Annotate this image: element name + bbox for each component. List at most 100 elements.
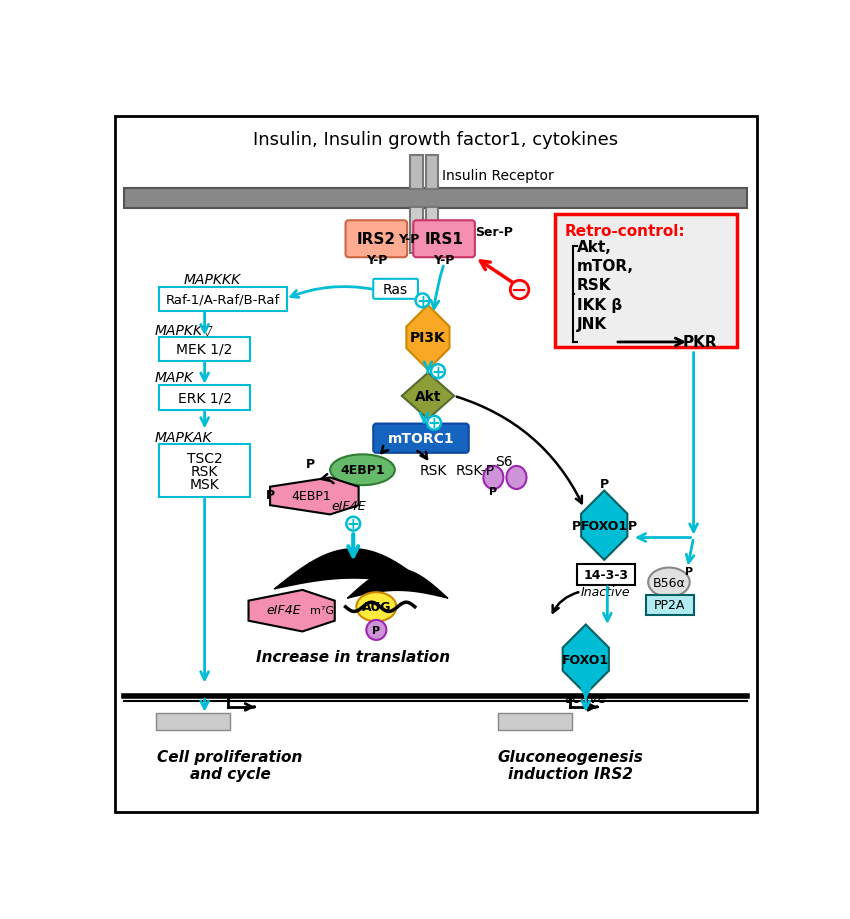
Text: Ser-P: Ser-P bbox=[475, 225, 513, 238]
Text: Akt,: Akt, bbox=[576, 240, 611, 255]
Text: RSK: RSK bbox=[576, 278, 611, 293]
FancyBboxPatch shape bbox=[124, 188, 747, 209]
FancyBboxPatch shape bbox=[156, 713, 230, 731]
Text: P: P bbox=[685, 567, 693, 577]
Text: +: + bbox=[347, 516, 360, 531]
FancyBboxPatch shape bbox=[413, 221, 475, 258]
Text: FOXO1: FOXO1 bbox=[581, 519, 628, 532]
Text: IKK β: IKK β bbox=[576, 298, 622, 312]
Text: PP2A: PP2A bbox=[654, 598, 685, 611]
Text: MSK: MSK bbox=[190, 478, 219, 492]
Text: PKR: PKR bbox=[683, 335, 717, 350]
Text: 14-3-3: 14-3-3 bbox=[583, 568, 628, 582]
Text: AUG: AUG bbox=[361, 601, 391, 614]
FancyBboxPatch shape bbox=[555, 215, 737, 347]
Polygon shape bbox=[402, 373, 454, 419]
Text: active: active bbox=[564, 691, 607, 705]
Text: PI3K: PI3K bbox=[410, 331, 445, 345]
Text: +: + bbox=[432, 364, 445, 380]
Polygon shape bbox=[270, 478, 359, 515]
Text: TSC2: TSC2 bbox=[187, 452, 223, 466]
Text: Inactive: Inactive bbox=[581, 585, 631, 598]
Ellipse shape bbox=[507, 467, 526, 490]
Text: mTOR,: mTOR, bbox=[576, 259, 633, 274]
FancyBboxPatch shape bbox=[159, 386, 250, 410]
Text: eIF4E: eIF4E bbox=[267, 604, 301, 617]
Text: B56α: B56α bbox=[653, 576, 685, 589]
FancyBboxPatch shape bbox=[373, 279, 418, 300]
Text: P: P bbox=[372, 625, 381, 635]
Text: Y-P: Y-P bbox=[366, 254, 387, 267]
FancyBboxPatch shape bbox=[426, 155, 438, 189]
Text: P: P bbox=[490, 487, 497, 497]
FancyBboxPatch shape bbox=[646, 595, 694, 615]
Ellipse shape bbox=[649, 568, 689, 597]
Text: Gluconeogenesis: Gluconeogenesis bbox=[497, 749, 643, 764]
FancyBboxPatch shape bbox=[498, 713, 572, 731]
FancyBboxPatch shape bbox=[159, 287, 287, 312]
Text: P: P bbox=[627, 519, 637, 532]
Circle shape bbox=[416, 294, 429, 308]
FancyBboxPatch shape bbox=[115, 117, 756, 811]
Text: P: P bbox=[265, 488, 275, 502]
Text: MAPKK▽: MAPKK▽ bbox=[155, 323, 213, 336]
Polygon shape bbox=[581, 491, 627, 561]
Text: P: P bbox=[572, 519, 581, 532]
Text: −: − bbox=[512, 281, 528, 300]
Ellipse shape bbox=[330, 455, 394, 485]
FancyBboxPatch shape bbox=[346, 221, 407, 258]
FancyBboxPatch shape bbox=[159, 337, 250, 362]
Text: Ras: Ras bbox=[383, 282, 408, 297]
Circle shape bbox=[428, 416, 441, 430]
Text: Increase in translation: Increase in translation bbox=[256, 649, 450, 664]
Text: P: P bbox=[306, 458, 315, 471]
Text: MAPK: MAPK bbox=[155, 371, 194, 385]
FancyBboxPatch shape bbox=[159, 445, 250, 498]
Text: 4EBP1: 4EBP1 bbox=[291, 489, 331, 502]
FancyBboxPatch shape bbox=[426, 208, 438, 255]
Text: AAAAAA: AAAAAA bbox=[304, 561, 364, 574]
FancyBboxPatch shape bbox=[411, 155, 422, 189]
Text: Retro-control:: Retro-control: bbox=[564, 223, 685, 239]
Text: S6: S6 bbox=[496, 454, 513, 468]
Text: IRS2: IRS2 bbox=[357, 232, 396, 247]
FancyBboxPatch shape bbox=[411, 208, 422, 255]
Text: eIF4E: eIF4E bbox=[332, 499, 366, 512]
Text: Insulin Receptor: Insulin Receptor bbox=[442, 169, 553, 183]
FancyBboxPatch shape bbox=[576, 564, 635, 585]
Text: Raf-1/A-Raf/B-Raf: Raf-1/A-Raf/B-Raf bbox=[166, 293, 280, 306]
Text: FOXO1: FOXO1 bbox=[562, 653, 609, 666]
Text: RSK: RSK bbox=[191, 465, 218, 479]
Circle shape bbox=[346, 517, 360, 531]
Text: ERK 1/2: ERK 1/2 bbox=[178, 391, 231, 405]
Text: Insulin, Insulin growth factor1, cytokines: Insulin, Insulin growth factor1, cytokin… bbox=[253, 130, 618, 149]
Text: MEK 1/2: MEK 1/2 bbox=[177, 343, 233, 357]
Polygon shape bbox=[563, 625, 609, 694]
Text: m⁷G: m⁷G bbox=[310, 606, 334, 615]
Ellipse shape bbox=[356, 593, 396, 622]
Text: +: + bbox=[428, 415, 440, 431]
Text: Cell proliferation: Cell proliferation bbox=[157, 749, 303, 764]
Text: +: + bbox=[416, 293, 429, 309]
Circle shape bbox=[366, 620, 387, 641]
Text: Y-P: Y-P bbox=[434, 254, 455, 267]
Text: and cycle: and cycle bbox=[190, 766, 270, 781]
Text: MAPKKK: MAPKKK bbox=[184, 273, 241, 287]
Text: Y-P: Y-P bbox=[398, 233, 419, 246]
FancyBboxPatch shape bbox=[373, 424, 468, 453]
Circle shape bbox=[431, 365, 445, 379]
Text: Akt: Akt bbox=[415, 390, 441, 403]
Text: induction IRS2: induction IRS2 bbox=[507, 766, 633, 781]
Text: JNK: JNK bbox=[576, 317, 607, 332]
Text: IRS1: IRS1 bbox=[425, 232, 463, 247]
Polygon shape bbox=[406, 306, 450, 370]
Polygon shape bbox=[248, 590, 335, 631]
Text: RSK-P: RSK-P bbox=[456, 463, 495, 477]
Text: 4EBP1: 4EBP1 bbox=[340, 464, 385, 477]
Text: RSK: RSK bbox=[420, 463, 447, 477]
Circle shape bbox=[510, 281, 529, 300]
Text: P: P bbox=[600, 478, 609, 491]
Text: MAPKAK: MAPKAK bbox=[155, 430, 212, 444]
Ellipse shape bbox=[484, 467, 503, 490]
Text: mTORC1: mTORC1 bbox=[388, 432, 454, 446]
